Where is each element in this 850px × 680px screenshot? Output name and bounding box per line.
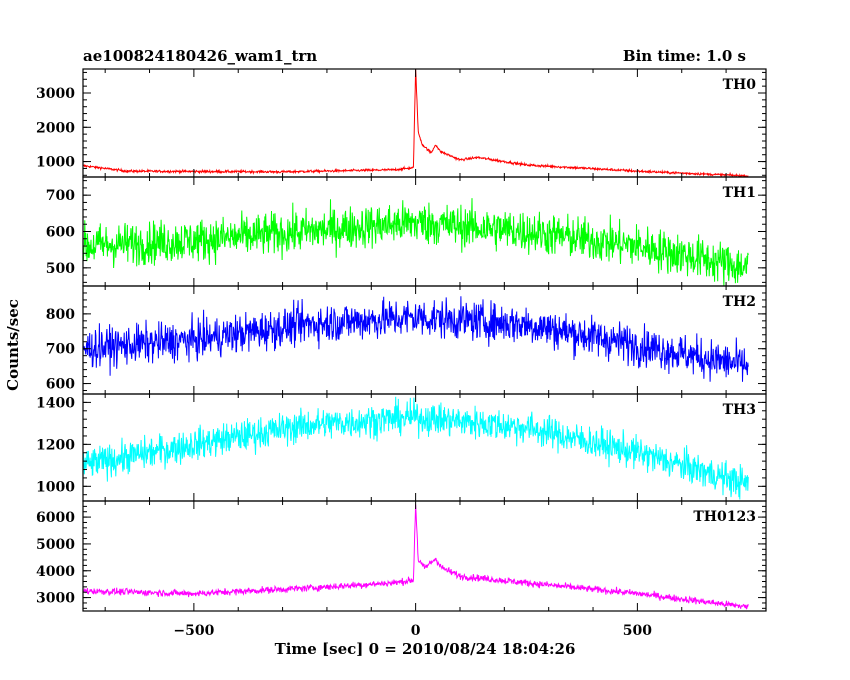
y-tick-label: 700 — [46, 188, 75, 204]
series-line-th0123 — [83, 504, 749, 610]
panel-frame — [82, 68, 767, 178]
panel-frame — [82, 500, 767, 612]
x-tick-label: −500 — [173, 623, 214, 639]
y-tick-label: 1000 — [36, 479, 75, 495]
panel-name-label: TH2 — [723, 294, 756, 310]
bin-time-label: Bin time: 1.0 s — [623, 47, 746, 65]
y-tick-label: 600 — [46, 225, 75, 241]
y-tick-label: 2000 — [36, 120, 75, 136]
y-tick-label: 700 — [46, 342, 75, 358]
x-tick-label: 500 — [623, 623, 652, 639]
y-tick-label: 1200 — [36, 437, 75, 453]
x-axis: −500 0 500 — [173, 623, 652, 639]
y-tick-label: 3000 — [36, 86, 75, 102]
panel-th2: 600 700 800 TH2 — [46, 285, 767, 395]
panel-th3: 1000 1200 1400 TH3 — [36, 393, 767, 502]
x-tick-label: 0 — [411, 623, 421, 639]
y-tick-label: 1400 — [36, 395, 75, 411]
panel-name-label: TH0 — [723, 77, 757, 93]
x-axis-label: Time [sec] 0 = 2010/08/24 18:04:26 — [275, 640, 576, 658]
series-line-th2 — [83, 296, 749, 382]
panel-name-label: TH3 — [723, 402, 756, 418]
y-tick-label: 600 — [46, 377, 75, 393]
chart-title: ae100824180426_wam1_trn — [83, 47, 317, 65]
y-axis-label: Counts/sec — [4, 299, 22, 391]
y-tick-label: 5000 — [36, 537, 75, 553]
panel-th0123: 3000 4000 5000 6000 TH0123 — [36, 500, 767, 612]
panel-th1: 500 600 700 TH1 — [46, 176, 767, 287]
y-tick-label: 4000 — [36, 564, 75, 580]
series-line-th3 — [83, 396, 749, 500]
y-tick-label: 3000 — [36, 591, 75, 607]
panel-name-label: TH0123 — [693, 509, 756, 525]
y-tick-label: 800 — [46, 307, 75, 323]
panel-th0: 1000 2000 3000 TH0 — [36, 68, 767, 178]
series-line-th0 — [83, 69, 749, 177]
panel-name-label: TH1 — [723, 185, 756, 201]
y-tick-label: 6000 — [36, 510, 75, 526]
series-line-th1 — [83, 198, 749, 286]
y-tick-label: 1000 — [36, 155, 75, 171]
panels-group: 1000 2000 3000 TH0 500 600 700 TH1 600 700 800 TH2 1… — [36, 68, 767, 612]
y-tick-label: 500 — [46, 261, 75, 277]
